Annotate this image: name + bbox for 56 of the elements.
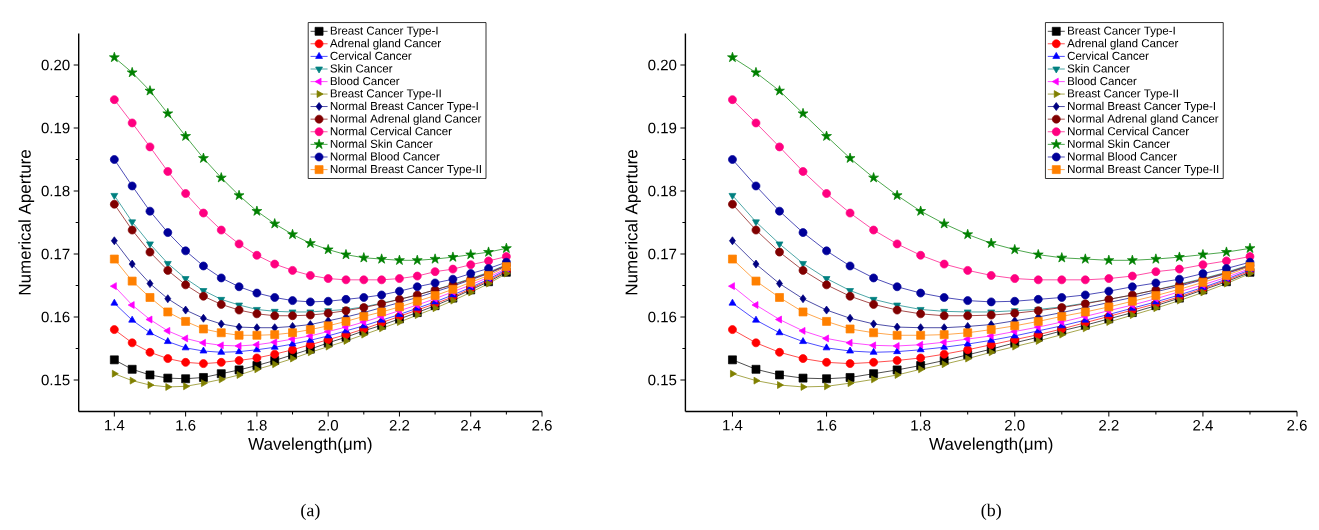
legend-label: Adrenal gland Cancer <box>1067 38 1179 50</box>
legend-label: Cervical Cancer <box>1067 51 1149 60</box>
y-axis-title: Numerical Aperture <box>18 150 35 295</box>
y-tick-label: 0.16 <box>41 311 70 323</box>
y-tick-label: 0.17 <box>648 248 677 260</box>
legend-label: Breast Cancer Type-I <box>1068 26 1175 37</box>
x-tick-label: 2.6 <box>1287 420 1307 431</box>
legend-label: Adrenal gland Cancer <box>329 38 441 50</box>
y-tick-label: 0.19 <box>41 122 70 134</box>
legend-label: Normal Breast Cancer Type-II <box>1068 164 1219 176</box>
x-axis-title: Wavelength(μm) <box>248 437 372 454</box>
y-tick-label: 0.16 <box>648 311 677 323</box>
text: (b) <box>981 503 1001 520</box>
legend-label: Blood Cancer <box>330 76 400 86</box>
x-tick-label: 2.2 <box>389 420 410 431</box>
x-tick-label: 1.4 <box>723 420 743 431</box>
legend-label: Normal Breast Cancer Type-II <box>330 164 481 176</box>
legend-label: Breast Cancer Type-I <box>330 26 438 37</box>
y-tick-label: 0.18 <box>648 185 677 197</box>
y-tick-label: 0.17 <box>41 248 70 260</box>
x-tick-label: 2.0 <box>318 420 339 431</box>
y-tick-label: 0.20 <box>648 59 677 71</box>
x-tick-label: 2.6 <box>532 420 552 431</box>
legend-label: Normal Adrenal gland Cancer <box>1068 114 1219 125</box>
text: (a) <box>301 503 320 520</box>
x-tick-label: 2.4 <box>461 420 481 431</box>
legend-label: Cervical Cancer <box>330 51 412 60</box>
legend-label: Normal Blood Cancer <box>1068 152 1177 161</box>
legend-label: Normal Skin Cancer <box>330 139 433 148</box>
legend-label: Skin Cancer <box>1067 64 1130 73</box>
x-tick-label: 1.4 <box>105 420 125 431</box>
y-tick-label: 0.18 <box>41 185 70 197</box>
y-tick-label: 0.20 <box>41 59 70 71</box>
legend-label: Normal Skin Cancer <box>1068 139 1170 148</box>
legend-label: Normal Breast Cancer Type-I <box>1068 101 1215 113</box>
x-tick-label: 1.8 <box>911 420 931 431</box>
legend-label: Normal Adrenal gland Cancer <box>330 114 482 125</box>
legend-label: Breast Cancer Type-II <box>1068 89 1178 100</box>
x-axis-title: Wavelength(μm) <box>929 437 1053 454</box>
y-tick-label: 0.15 <box>41 374 70 386</box>
legend-label: Skin Cancer <box>330 64 393 73</box>
x-tick-label: 1.6 <box>176 420 196 431</box>
legend-label: Breast Cancer Type-II <box>330 89 441 100</box>
x-tick-label: 2.4 <box>1193 420 1213 431</box>
x-tick-label: 2.2 <box>1099 420 1119 431</box>
y-tick-label: 0.19 <box>648 122 677 134</box>
x-tick-label: 2.0 <box>1005 420 1025 431</box>
x-tick-label: 1.8 <box>247 420 267 431</box>
legend-label: Normal Breast Cancer Type-I <box>330 101 478 113</box>
y-tick-label: 0.15 <box>648 374 677 386</box>
legend-label: Normal Cervical Cancer <box>1068 126 1189 136</box>
legend-label: Normal Blood Cancer <box>330 152 440 161</box>
legend-label: Blood Cancer <box>1068 76 1137 86</box>
legend-label: Normal Cervical Cancer <box>330 126 452 136</box>
x-tick-label: 1.6 <box>817 420 837 431</box>
y-axis-title: Numerical Aperture <box>625 150 641 295</box>
